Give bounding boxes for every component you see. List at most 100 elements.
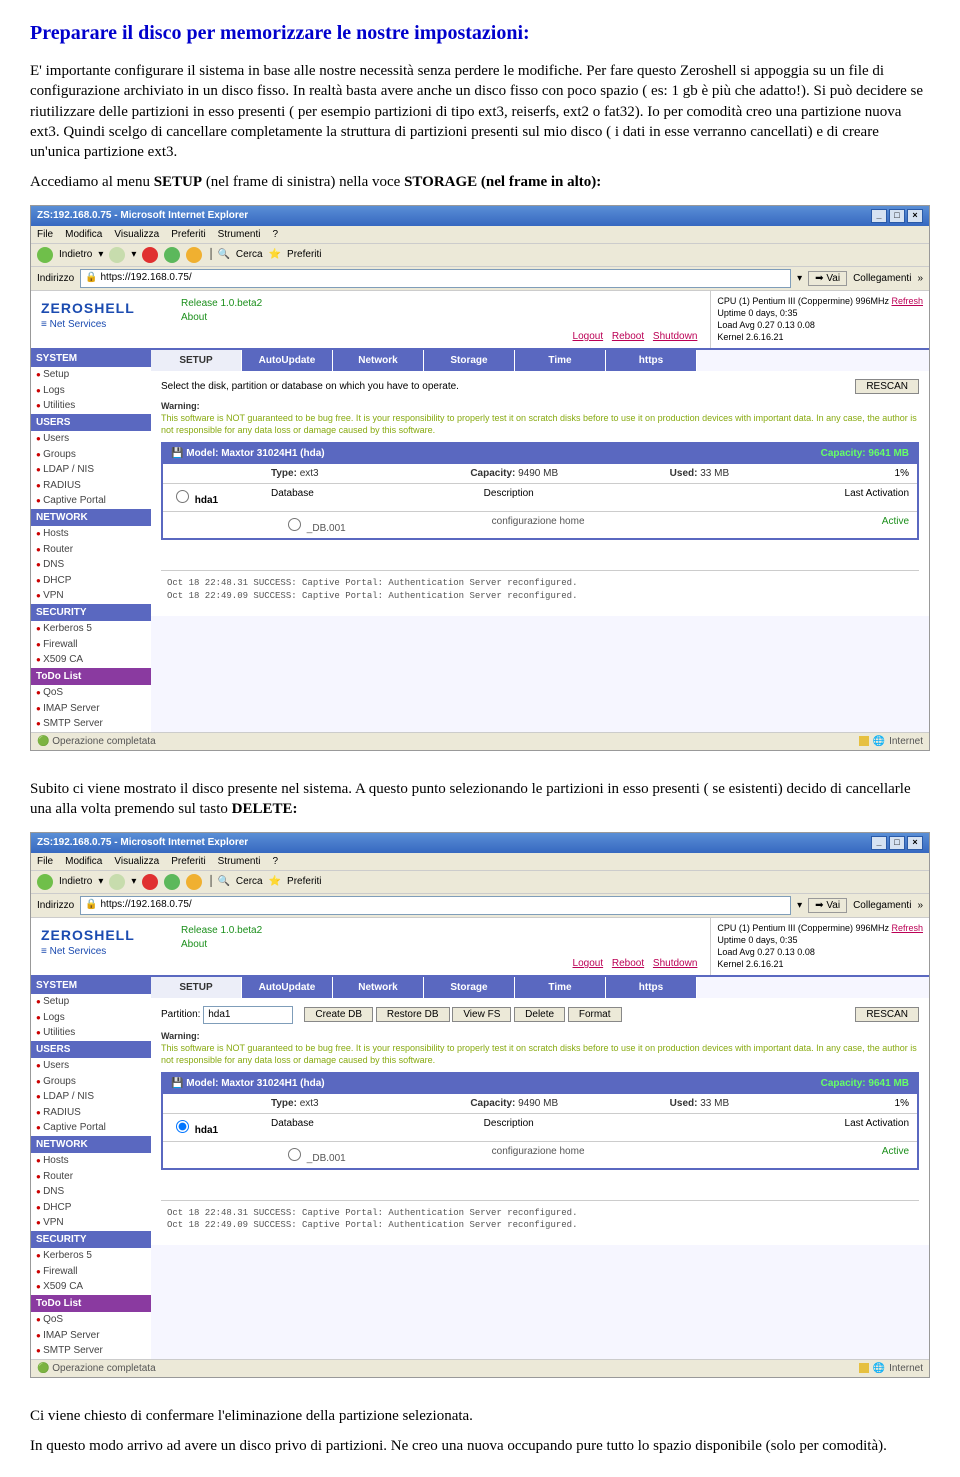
logout-link[interactable]: Logout [573,958,604,969]
refresh-icon[interactable] [164,874,180,890]
rescan-button[interactable]: RESCAN [855,379,919,394]
partition-radio[interactable] [176,1120,189,1133]
rescan-button[interactable]: RESCAN [855,1007,919,1022]
go-button[interactable]: ➡ Vai [808,898,847,913]
menu-help[interactable]: ? [272,228,278,242]
logout-link[interactable]: Logout [573,331,604,342]
sidebar-item-kerberos[interactable]: Kerberos 5 [31,1248,151,1264]
db-radio[interactable] [288,518,301,531]
refresh-link[interactable]: Refresh [891,923,923,933]
sidebar-item-qos[interactable]: QoS [31,685,151,701]
url-input[interactable]: 🔒 https://192.168.0.75/ [80,896,791,915]
sidebar-item-qos[interactable]: QoS [31,1312,151,1328]
sidebar-item-hosts[interactable]: Hosts [31,1153,151,1169]
sidebar-item-vpn[interactable]: VPN [31,1215,151,1231]
sidebar-item-firewall[interactable]: Firewall [31,637,151,653]
sidebar-item-captive[interactable]: Captive Portal [31,493,151,509]
home-icon[interactable] [186,874,202,890]
back-icon[interactable] [37,874,53,890]
shutdown-link[interactable]: Shutdown [653,958,697,969]
menu-fav[interactable]: Preferiti [171,855,205,869]
viewfs-button[interactable]: View FS [452,1007,511,1022]
tab-https[interactable]: https [606,977,697,999]
about-link[interactable]: About [181,939,207,950]
sidebar-item-firewall[interactable]: Firewall [31,1264,151,1280]
close-icon[interactable]: × [907,209,923,223]
sidebar-item-setup[interactable]: Setup [31,367,151,383]
menu-file[interactable]: File [37,855,53,869]
db-radio[interactable] [288,1148,301,1161]
maximize-icon[interactable]: □ [889,209,905,223]
sidebar-item-utilities[interactable]: Utilities [31,1025,151,1041]
tab-setup[interactable]: SETUP [151,350,242,372]
sidebar-item-groups[interactable]: Groups [31,1074,151,1090]
sidebar-item-x509[interactable]: X509 CA [31,1279,151,1295]
menu-file[interactable]: File [37,228,53,242]
sidebar-item-ldap[interactable]: LDAP / NIS [31,462,151,478]
menu-view[interactable]: Visualizza [114,855,159,869]
partition-radio[interactable] [176,490,189,503]
sidebar-item-smtp[interactable]: SMTP Server [31,1343,151,1359]
sidebar-item-users[interactable]: Users [31,431,151,447]
sidebar-item-users[interactable]: Users [31,1058,151,1074]
sidebar-item-groups[interactable]: Groups [31,447,151,463]
tab-network[interactable]: Network [333,350,424,372]
sidebar-item-router[interactable]: Router [31,542,151,558]
tab-storage[interactable]: Storage [424,350,515,372]
tab-autoupdate[interactable]: AutoUpdate [242,350,333,372]
forward-icon[interactable] [109,247,125,263]
minimize-icon[interactable]: _ [871,209,887,223]
sidebar-item-imap[interactable]: IMAP Server [31,1328,151,1344]
tab-storage[interactable]: Storage [424,977,515,999]
sidebar-item-imap[interactable]: IMAP Server [31,701,151,717]
sidebar-item-vpn[interactable]: VPN [31,588,151,604]
go-button[interactable]: ➡ Vai [808,271,847,286]
delete-button[interactable]: Delete [514,1007,565,1022]
shutdown-link[interactable]: Shutdown [653,331,697,342]
tab-setup[interactable]: SETUP [151,977,242,999]
sidebar-item-kerberos[interactable]: Kerberos 5 [31,621,151,637]
menu-edit[interactable]: Modifica [65,855,102,869]
reboot-link[interactable]: Reboot [612,958,644,969]
search-label[interactable]: Cerca [236,248,263,262]
sidebar-item-radius[interactable]: RADIUS [31,1105,151,1121]
createdb-button[interactable]: Create DB [304,1007,373,1022]
sidebar-item-ldap[interactable]: LDAP / NIS [31,1089,151,1105]
sidebar-item-logs[interactable]: Logs [31,1010,151,1026]
forward-icon[interactable] [109,874,125,890]
sidebar-item-utilities[interactable]: Utilities [31,398,151,414]
sidebar-item-dhcp[interactable]: DHCP [31,1200,151,1216]
tab-time[interactable]: Time [515,977,606,999]
reboot-link[interactable]: Reboot [612,331,644,342]
tab-autoupdate[interactable]: AutoUpdate [242,977,333,999]
sidebar-item-dns[interactable]: DNS [31,557,151,573]
refresh-link[interactable]: Refresh [891,296,923,306]
maximize-icon[interactable]: □ [889,836,905,850]
sidebar-item-x509[interactable]: X509 CA [31,652,151,668]
sidebar-item-dhcp[interactable]: DHCP [31,573,151,589]
fav-label[interactable]: Preferiti [287,248,321,262]
sidebar-item-radius[interactable]: RADIUS [31,478,151,494]
back-icon[interactable] [37,247,53,263]
sidebar-item-smtp[interactable]: SMTP Server [31,716,151,732]
restoredb-button[interactable]: Restore DB [376,1007,450,1022]
menu-edit[interactable]: Modifica [65,228,102,242]
sidebar-item-hosts[interactable]: Hosts [31,526,151,542]
sidebar-item-captive[interactable]: Captive Portal [31,1120,151,1136]
sidebar-item-setup[interactable]: Setup [31,994,151,1010]
links-label[interactable]: Collegamenti [853,272,911,286]
tab-time[interactable]: Time [515,350,606,372]
url-input[interactable]: 🔒 https://192.168.0.75/ [80,269,791,288]
stop-icon[interactable] [142,247,158,263]
partition-input[interactable]: hda1 [203,1006,293,1024]
format-button[interactable]: Format [568,1007,622,1022]
refresh-icon[interactable] [164,247,180,263]
home-icon[interactable] [186,247,202,263]
sidebar-item-logs[interactable]: Logs [31,383,151,399]
menu-help[interactable]: ? [272,855,278,869]
menu-tools[interactable]: Strumenti [218,228,261,242]
menu-fav[interactable]: Preferiti [171,228,205,242]
sidebar-item-dns[interactable]: DNS [31,1184,151,1200]
sidebar-item-router[interactable]: Router [31,1169,151,1185]
minimize-icon[interactable]: _ [871,836,887,850]
